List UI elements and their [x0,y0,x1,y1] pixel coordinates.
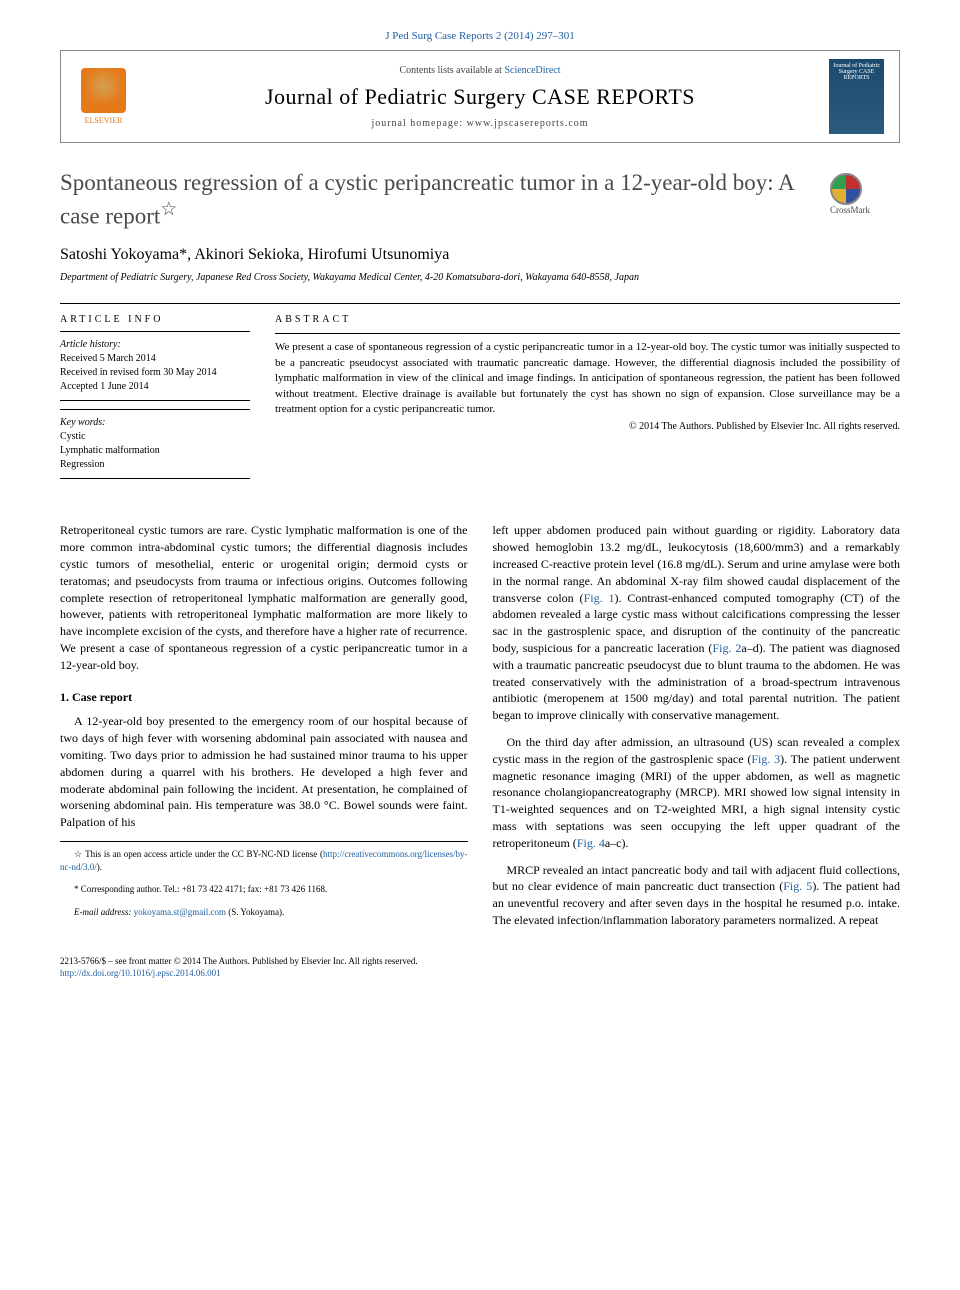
abstract-copyright: © 2014 The Authors. Published by Elsevie… [275,421,900,432]
elsevier-tree-icon [81,68,126,113]
article-info-heading: ARTICLE INFO [60,304,250,331]
body-text-columns: Retroperitoneal cystic tumors are rare. … [60,522,900,936]
oa-close: ). [97,862,102,872]
corresponding-author-footnote: * Corresponding author. Tel.: +81 73 422… [60,883,468,896]
article-info-column: ARTICLE INFO Article history: Received 5… [60,304,250,487]
crossmark-badge[interactable]: CrossMark [830,173,900,217]
article-title: Spontaneous regression of a cystic perip… [60,168,900,231]
fig4-link[interactable]: Fig. 4 [577,836,605,850]
keywords-block: Key words: Cystic Lymphatic malformation… [60,409,250,479]
issn-line: 2213-5766/$ – see front matter © 2014 Th… [60,956,900,968]
intro-paragraph: Retroperitoneal cystic tumors are rare. … [60,522,468,673]
crossmark-icon [830,173,862,205]
keyword-3: Regression [60,458,250,472]
citation-header: J Ped Surg Case Reports 2 (2014) 297–301 [60,30,900,42]
elsevier-label: ELSEVIER [85,116,123,125]
received-date: Received 5 March 2014 [60,352,250,366]
fig2-link[interactable]: Fig. 2 [712,641,741,655]
footer-block: 2213-5766/$ – see front matter © 2014 Th… [60,956,900,979]
fig1-link[interactable]: Fig. 1 [584,591,615,605]
history-label: Article history: [60,338,250,352]
title-footnote-star: ☆ [160,199,177,220]
email-footnote: E-mail address: yokoyama.st@gmail.com (S… [60,906,468,919]
revised-date: Received in revised form 30 May 2014 [60,366,250,380]
abstract-column: ABSTRACT We present a case of spontaneou… [275,304,900,487]
abstract-heading: ABSTRACT [275,304,900,333]
homepage-url[interactable]: www.jpscasereports.com [467,118,589,129]
keyword-2: Lymphatic malformation [60,444,250,458]
footnotes-block: ☆ This is an open access article under t… [60,841,468,918]
p3c: a–c). [605,836,629,850]
article-history-block: Article history: Received 5 March 2014 R… [60,331,250,401]
accepted-date: Accepted 1 June 2014 [60,380,250,394]
contents-text: Contents lists available at [399,65,504,76]
oa-text: ☆ This is an open access article under t… [74,849,323,859]
elsevier-logo: ELSEVIER [76,68,131,125]
abstract-text: We present a case of spontaneous regress… [275,333,900,417]
oa-footnote: ☆ This is an open access article under t… [60,848,468,873]
keywords-label: Key words: [60,416,250,430]
journal-title: Journal of Pediatric Surgery CASE REPORT… [131,84,829,110]
contents-line: Contents lists available at ScienceDirec… [131,65,829,76]
case-p4: MRCP revealed an intact pancreatic body … [493,862,901,929]
section-1-heading: 1. Case report [60,689,468,706]
fig5-link[interactable]: Fig. 5 [783,879,812,893]
case-p1: A 12-year-old boy presented to the emerg… [60,713,468,831]
case-p2: left upper abdomen produced pain without… [493,522,901,724]
sciencedirect-link[interactable]: ScienceDirect [504,65,560,76]
authors-line: Satoshi Yokoyama*, Akinori Sekioka, Hiro… [60,246,900,264]
doi-link[interactable]: http://dx.doi.org/10.1016/j.epsc.2014.06… [60,968,221,978]
journal-header-box: ELSEVIER Contents lists available at Sci… [60,50,900,143]
affiliation-line: Department of Pediatric Surgery, Japanes… [60,272,900,283]
p3b: ). The patient underwent magnetic resona… [493,752,901,850]
homepage-label: journal homepage: [371,118,466,129]
journal-homepage: journal homepage: www.jpscasereports.com [131,118,829,129]
crossmark-label: CrossMark [830,205,870,215]
corresponding-email-link[interactable]: yokoyama.st@gmail.com [134,907,226,917]
email-suffix: (S. Yokoyama). [226,907,284,917]
email-label: E-mail address: [74,907,134,917]
journal-cover-thumbnail: Journal of Pediatric Surgery CASE REPORT… [829,59,884,134]
keyword-1: Cystic [60,430,250,444]
case-p3: On the third day after admission, an ult… [493,734,901,852]
fig3-link[interactable]: Fig. 3 [751,752,780,766]
